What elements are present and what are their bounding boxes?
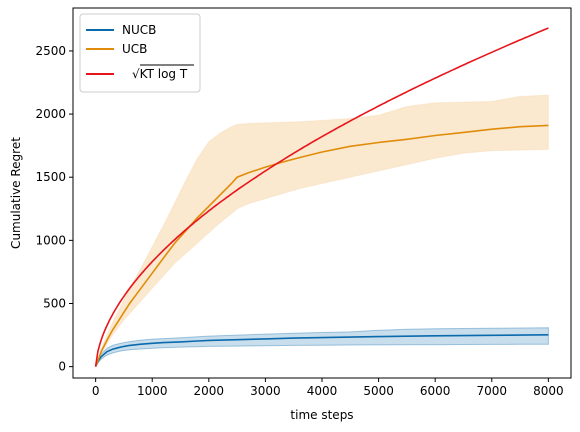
y-axis-label: Cumulative Regret	[9, 137, 23, 249]
legend-label: NUCB	[122, 23, 156, 37]
band-nucb	[95, 327, 549, 367]
svg-text:√KT log T: √KT log T	[132, 67, 188, 81]
y-tick-label: 2000	[35, 107, 66, 121]
x-tick-label: 5000	[363, 384, 394, 398]
legend-label: √KT log T	[132, 64, 194, 81]
x-axis-ticks: 0 1000 2000 3000 4000 5000 6000 7000 8000	[92, 378, 564, 398]
y-tick-label: 0	[58, 360, 66, 374]
legend-box	[79, 13, 201, 93]
x-tick-label: 1000	[137, 384, 168, 398]
y-tick-label: 500	[43, 296, 66, 310]
x-tick-label: 7000	[476, 384, 507, 398]
x-tick-label: 2000	[194, 384, 225, 398]
line-series-3	[94, 27, 549, 367]
x-tick-label: 4000	[307, 384, 338, 398]
legend: NUCB UCB √KT log T	[79, 13, 201, 93]
y-tick-label: 1000	[35, 233, 66, 247]
x-tick-label: 0	[92, 384, 100, 398]
legend-label: UCB	[122, 42, 147, 56]
series-lines	[94, 27, 549, 367]
y-axis-ticks: 0 500 1000 1500 2000 2500	[35, 44, 73, 374]
y-tick-label: 2500	[35, 44, 66, 58]
line-series-2	[94, 124, 549, 367]
x-tick-label: 3000	[250, 384, 281, 398]
y-tick-label: 1500	[35, 170, 66, 184]
x-axis-label: time steps	[290, 408, 353, 422]
confidence-bands	[95, 94, 549, 367]
x-tick-label: 8000	[533, 384, 564, 398]
band-ucb	[95, 94, 549, 367]
line-series-1	[94, 334, 549, 367]
x-tick-label: 6000	[420, 384, 451, 398]
